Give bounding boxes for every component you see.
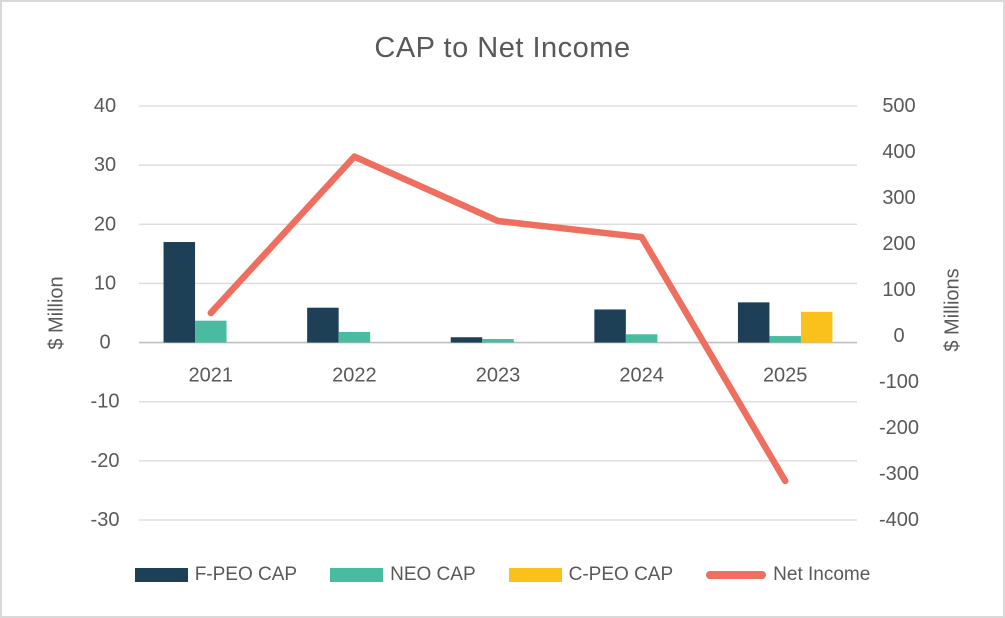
bar-f-peo-cap-2025 (737, 302, 770, 343)
bar-f-peo-cap-2022 (307, 307, 339, 343)
left-axis-tick-label: -20 (91, 450, 120, 472)
category-label-2021: 2021 (189, 365, 234, 387)
right-axis-tick-label: -200 (879, 417, 919, 439)
left-axis-tick-label: 20 (94, 213, 116, 235)
bar-f-peo-cap-2024 (594, 309, 626, 343)
legend-swatch-f-peo-cap (134, 568, 188, 582)
bar-neo-cap-2022 (338, 331, 371, 343)
left-axis-tick-label: 30 (94, 154, 116, 176)
right-axis-tick-label: -300 (879, 463, 919, 485)
legend-item-net-income: Net Income (706, 564, 870, 586)
right-axis-tick-label: -100 (879, 371, 919, 393)
legend-item-f-peo-cap: F-PEO CAP (134, 564, 298, 586)
category-label-2025: 2025 (763, 365, 808, 387)
legend-swatch-net-income (706, 571, 767, 579)
left-axis-tick-label: -30 (91, 509, 120, 531)
left-axis-tick-label: 10 (94, 272, 116, 294)
left-axis-tick-label: 40 (94, 95, 116, 117)
right-axis-tick-label: 500 (882, 95, 915, 117)
bar-neo-cap-2025 (769, 336, 801, 343)
right-axis-tick-label: 300 (882, 187, 915, 209)
legend-label-neo-cap: NEO CAP (390, 564, 476, 585)
bar-c-peo-cap-2025 (800, 311, 833, 343)
right-axis-tick-label: -400 (879, 509, 919, 531)
legend-swatch-c-peo-cap (508, 568, 562, 582)
right-axis-tick-label: 400 (882, 141, 915, 163)
legend: F-PEO CAP NEO CAP C-PEO CAP Net Income (2, 562, 1003, 588)
chart-title: CAP to Net Income (374, 32, 631, 64)
legend-label-net-income: Net Income (773, 564, 871, 585)
left-axis-tick-label: -10 (91, 391, 120, 413)
category-label-2024: 2024 (619, 365, 664, 387)
right-axis-tick-label: 0 (893, 325, 904, 347)
bar-neo-cap-2023 (482, 339, 514, 343)
legend-swatch-neo-cap (330, 568, 384, 582)
right-axis-tick-label: 200 (882, 233, 915, 255)
legend-label-c-peo-cap: C-PEO CAP (568, 564, 674, 585)
bar-f-peo-cap-2023 (450, 337, 483, 343)
left-axis-tick-label: 0 (99, 332, 110, 354)
line-net-income (207, 153, 789, 485)
legend-item-c-peo-cap: C-PEO CAP (508, 564, 674, 586)
legend-item-neo-cap: NEO CAP (330, 564, 476, 586)
bar-f-peo-cap-2021 (163, 242, 196, 343)
legend-label-f-peo-cap: F-PEO CAP (194, 564, 298, 585)
bar-neo-cap-2021 (195, 320, 227, 343)
bar-neo-cap-2024 (625, 334, 658, 343)
category-label-2023: 2023 (476, 365, 521, 387)
category-label-2022: 2022 (332, 365, 377, 387)
right-axis-tick-label: 100 (882, 279, 915, 301)
